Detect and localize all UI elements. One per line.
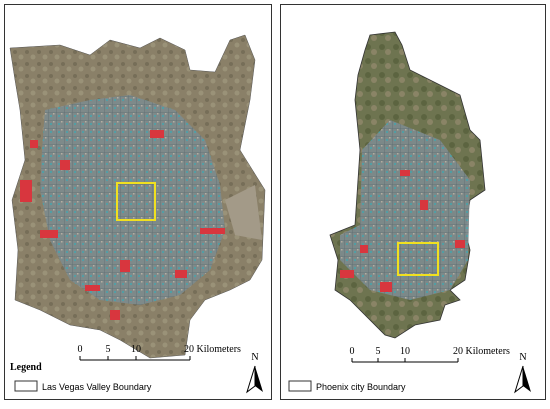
panel-las-vegas: Legend Las Vegas Valley Boundary 0 5 10 …	[4, 4, 272, 400]
legend-title: Legend	[10, 362, 42, 373]
north-arrow: N	[246, 352, 263, 394]
study-area	[116, 182, 156, 221]
scale-label: 10	[131, 344, 141, 355]
legend-swatch	[14, 380, 38, 392]
panel-phoenix: Phoenix city Boundary 0 5 10 20 Kilomete…	[280, 4, 546, 400]
scale-label: 10	[400, 346, 410, 357]
scale-label: 20 Kilometers	[453, 346, 510, 357]
north-arrow: N	[514, 352, 531, 394]
legend-label: Phoenix city Boundary	[316, 382, 406, 392]
red-patches	[20, 130, 225, 320]
mountain	[225, 185, 262, 240]
scale-label: 0	[350, 346, 355, 357]
scale-label: 5	[376, 346, 381, 357]
study-area	[397, 242, 439, 276]
scale-bar: 0 5 10 20 Kilometers	[78, 344, 241, 361]
legend-swatch	[288, 380, 312, 392]
legend-label: Las Vegas Valley Boundary	[42, 382, 152, 392]
urban-area	[40, 95, 225, 305]
scale-label: 20 Kilometers	[184, 344, 241, 355]
red-patches	[340, 170, 465, 292]
north-label: N	[519, 352, 526, 363]
scale-label: 0	[78, 344, 83, 355]
scale-label: 5	[106, 344, 111, 355]
scale-bar: 0 5 10 20 Kilometers	[350, 346, 510, 363]
north-label: N	[251, 352, 258, 363]
